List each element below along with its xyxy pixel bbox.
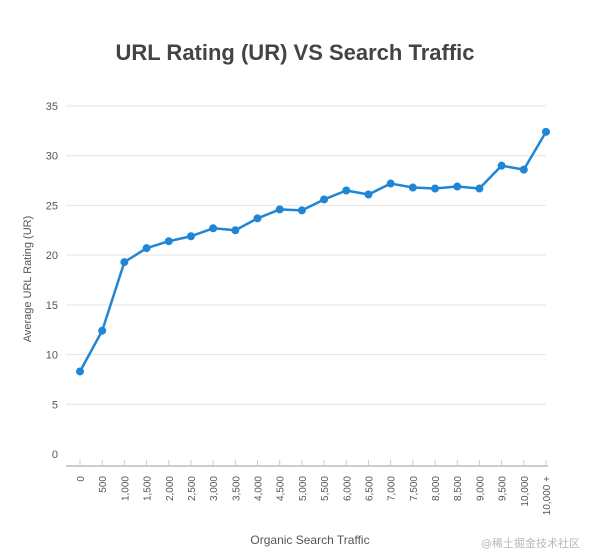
chart-title: URL Rating (UR) VS Search Traffic [116,40,475,65]
y-axis-label: Average URL Rating (UR) [22,216,34,343]
x-tick-label: 500 [98,476,109,493]
data-point [364,190,373,199]
x-tick-label: 4,500 [276,476,287,501]
y-tick-label: 15 [46,300,58,312]
data-point [497,161,506,170]
x-tick-label: 6,500 [364,476,375,501]
x-tick-label: 4,000 [254,476,265,501]
series-line [78,130,548,373]
data-point [342,186,351,195]
x-tick-label: 2,500 [187,476,198,501]
data-point [431,184,440,193]
x-tick-label: 10,000 [520,476,531,507]
x-tick-label: 9,000 [475,476,486,501]
x-tick-label: 2,000 [165,476,176,501]
data-point [320,195,329,204]
axes [66,460,548,467]
data-point [98,326,107,335]
x-axis-label: Organic Search Traffic [250,533,369,547]
y-tick-labels: 0 5 10 15 20 25 30 35 [46,101,58,461]
x-tick-label: 8,500 [453,476,464,501]
x-tick-label: 3,500 [231,476,242,501]
data-point [120,258,129,267]
x-tick-label: 7,000 [387,476,398,501]
data-point [253,214,262,223]
y-tick-label: 0 [52,449,58,461]
x-tick-label: 9,500 [498,476,509,501]
data-point [142,244,151,253]
x-tick-labels: 0 500 1,000 1,500 2,000 2,500 3,000 3,500 4,000 4… [76,476,553,516]
y-tick-label: 25 [46,200,58,212]
data-point [209,224,218,233]
data-point [164,237,173,246]
x-tick-label: 0 [76,476,87,482]
watermark: @稀土掘金技术社区 [481,537,580,550]
x-tick-label: 10,000 + [542,476,553,515]
x-tick-label: 8,000 [431,476,442,501]
data-point [519,165,528,174]
data-point [231,226,240,235]
series-layer [76,127,550,376]
x-tick-label: 7,500 [409,476,420,501]
data-point [453,182,462,191]
x-tick-label: 5,500 [320,476,331,501]
data-point [475,184,484,193]
data-point [408,183,417,192]
y-tick-label: 10 [46,350,58,362]
y-tick-label: 5 [52,399,58,411]
data-point [76,367,84,376]
y-tick-label: 35 [46,101,58,113]
x-tick-label: 6,000 [342,476,353,501]
y-tick-label: 20 [46,250,58,262]
x-tick-label: 3,000 [209,476,220,501]
x-tick-label: 5,000 [298,476,309,501]
data-point [186,232,195,241]
data-point [275,205,284,214]
data-point [297,206,306,215]
data-point [386,179,395,188]
gridlines [66,105,546,405]
x-tick-label: 1,500 [143,476,154,501]
data-point [542,127,550,136]
y-tick-label: 30 [46,151,58,163]
x-tick-label: 1,000 [120,476,131,501]
